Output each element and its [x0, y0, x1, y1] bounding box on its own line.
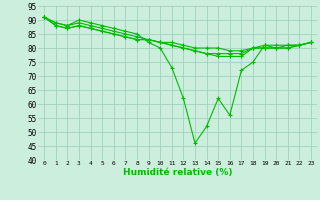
X-axis label: Humidité relative (%): Humidité relative (%)	[123, 168, 232, 177]
